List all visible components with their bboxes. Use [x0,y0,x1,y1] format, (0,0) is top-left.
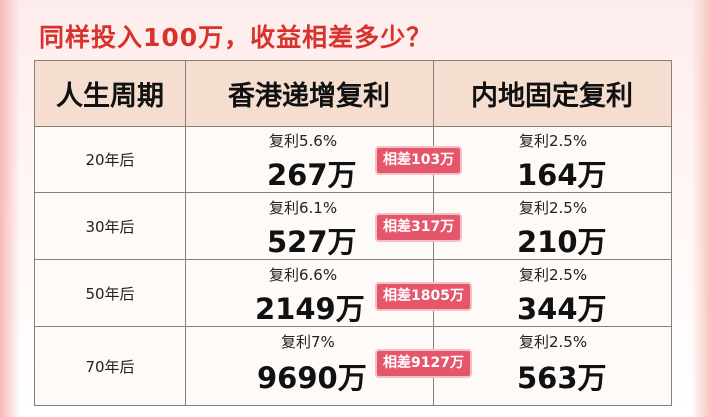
period-cell: 70年后 [35,327,186,405]
period-label: 30年后 [85,217,135,236]
table-row: 20年后 复利5.6% 267万 复利2.5% 164万 相差103万 [35,126,671,193]
hk-rate: 复利6.1% [269,199,338,217]
period-label: 50年后 [85,284,135,303]
background-right-accent [691,0,709,417]
page-title: 同样投入100万，收益相差多少？ [39,23,433,52]
cn-cell: 复利2.5% 164万 [433,126,671,192]
cn-cell: 复利2.5% 210万 [433,193,671,259]
hk-rate: 复利5.6% [269,132,338,150]
comparison-table: 人生周期 香港递增复利 内地固定复利 20年后 复利5.6% 267万 复利2.… [34,60,672,406]
header-cell-hk: 香港递增复利 [185,61,434,126]
cn-cell: 复利2.5% 344万 [433,260,671,326]
period-cell: 20年后 [35,126,186,192]
cn-cell: 复利2.5% 563万 [433,327,671,405]
period-label: 20年后 [85,150,135,169]
hk-amount: 2149万 [255,292,365,326]
hk-amount: 527万 [267,225,357,259]
period-cell: 50年后 [35,260,186,326]
table-header-row: 人生周期 香港递增复利 内地固定复利 [35,61,671,127]
header-cell-period: 人生周期 [35,61,186,126]
hk-cell: 复利5.6% 267万 [185,126,434,192]
table-row: 30年后 复利6.1% 527万 复利2.5% 210万 相差317万 [35,193,671,260]
header-label-period: 人生周期 [56,81,164,112]
cn-amount: 344万 [517,292,607,326]
hk-amount: 267万 [267,158,357,192]
hk-cell: 复利6.1% 527万 [185,193,434,259]
difference-badge: 相差103万 [377,148,461,173]
period-label: 70年后 [85,357,135,376]
difference-badge: 相差1805万 [377,284,470,309]
cn-rate: 复利2.5% [519,333,588,351]
header-label-hk: 香港递增复利 [228,81,390,112]
cn-rate: 复利2.5% [519,132,588,150]
period-cell: 30年后 [35,193,186,259]
cn-amount: 210万 [517,225,607,259]
hk-rate: 复利6.6% [269,266,338,284]
table-row: 50年后 复利6.6% 2149万 复利2.5% 344万 相差1805万 [35,260,671,327]
difference-badge: 相差9127万 [377,351,470,376]
hk-cell: 复利6.6% 2149万 [185,260,434,326]
hk-amount: 9690万 [257,361,367,395]
cn-rate: 复利2.5% [519,266,588,284]
table-row: 70年后 复利7% 9690万 复利2.5% 563万 相差9127万 [35,327,671,405]
cn-amount: 164万 [517,158,607,192]
header-cell-cn: 内地固定复利 [433,61,671,126]
cn-amount: 563万 [517,361,607,395]
hk-rate: 复利7% [281,333,335,351]
header-label-cn: 内地固定复利 [471,81,633,112]
cn-rate: 复利2.5% [519,199,588,217]
difference-badge: 相差317万 [377,215,461,240]
background-left-accent [0,0,20,417]
